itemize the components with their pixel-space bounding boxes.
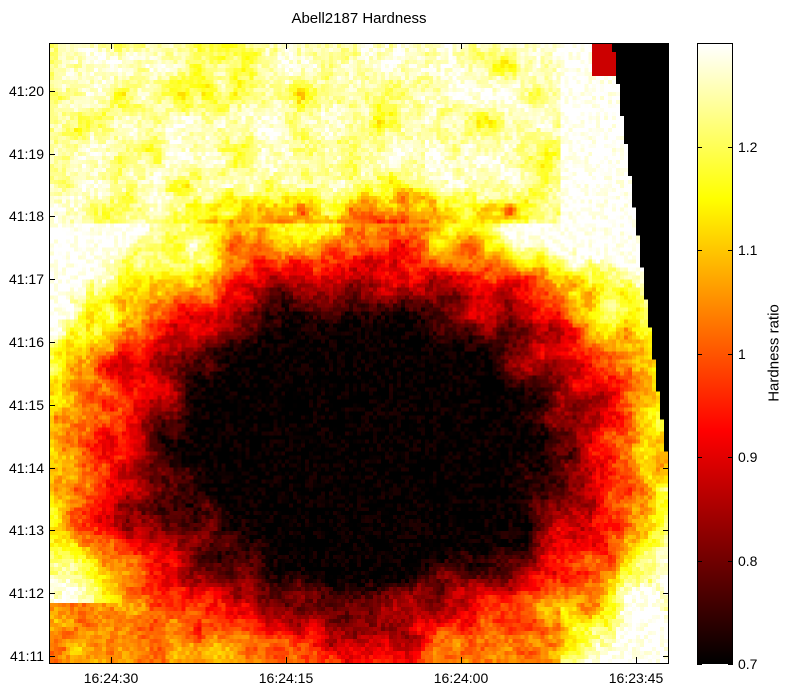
- y-tick-mark: [663, 342, 669, 343]
- colorbar-label: Hardness ratio: [765, 304, 783, 402]
- colorbar-tick-mark: [697, 353, 702, 355]
- colorbar-tick-mark: [728, 353, 733, 355]
- y-tick-mark: [663, 216, 669, 218]
- y-tick-mark: [663, 90, 669, 92]
- y-tick-label: 41:15: [8, 396, 44, 413]
- colorbar-tick-mark: [697, 250, 702, 251]
- y-tick-mark: [49, 656, 55, 657]
- y-tick-label: 41:13: [8, 522, 44, 539]
- x-tick-mark: [636, 43, 637, 49]
- x-tick-mark: [636, 657, 637, 663]
- y-tick-mark: [49, 216, 55, 218]
- y-tick-mark: [49, 342, 55, 343]
- y-tick-label: 41:12: [8, 585, 44, 602]
- colorbar-tick-mark: [697, 664, 702, 665]
- y-tick-mark: [663, 153, 669, 155]
- x-tick-mark: [461, 657, 462, 663]
- x-tick-label: 16:24:15: [258, 670, 314, 686]
- y-tick-mark: [49, 279, 55, 281]
- heatmap-plot-area: [49, 43, 669, 664]
- y-tick-mark: [663, 404, 669, 406]
- colorbar-tick-label: 0.9: [738, 449, 758, 465]
- x-tick-label: 16:24:00: [433, 670, 489, 686]
- colorbar-tick-mark: [728, 250, 733, 251]
- y-tick-mark: [49, 530, 55, 532]
- y-tick-label: 41:16: [8, 334, 44, 350]
- x-tick-mark: [461, 43, 462, 49]
- y-tick-mark: [663, 530, 669, 532]
- colorbar-tick-mark: [728, 664, 733, 665]
- colorbar-tick-label: 0.8: [738, 552, 758, 569]
- colorbar-tick-label: 0.7: [738, 656, 758, 672]
- colorbar-tick-mark: [697, 146, 702, 148]
- y-tick-mark: [663, 279, 669, 281]
- y-tick-label: 41:18: [8, 208, 44, 225]
- colorbar-tick-label: 1: [738, 345, 746, 362]
- colorbar-tick-mark: [697, 457, 702, 458]
- chart-title: Abell2187 Hardness: [291, 10, 427, 27]
- colorbar-tick-mark: [697, 560, 702, 562]
- y-tick-label: 41:20: [8, 82, 44, 99]
- y-tick-mark: [49, 467, 55, 469]
- y-tick-mark: [49, 153, 55, 155]
- x-tick-label: 16:23:45: [608, 670, 664, 686]
- y-tick-mark: [49, 90, 55, 92]
- y-tick-label: 41:19: [8, 145, 44, 162]
- y-tick-mark: [49, 593, 55, 595]
- hardness-heatmap: [50, 44, 668, 663]
- colorbar-tick-label: 1.2: [738, 138, 758, 155]
- y-tick-mark: [49, 404, 55, 406]
- x-tick-mark: [286, 43, 287, 49]
- colorbar-tick-mark: [728, 560, 733, 562]
- colorbar-tick-mark: [728, 457, 733, 458]
- y-tick-mark: [663, 593, 669, 595]
- x-tick-label: 16:24:30: [83, 670, 139, 686]
- y-tick-mark: [663, 467, 669, 469]
- x-tick-mark: [286, 657, 287, 663]
- colorbar-tick-mark: [728, 146, 733, 148]
- y-tick-label: 41:14: [8, 459, 44, 476]
- x-tick-mark: [111, 657, 112, 663]
- y-tick-label: 41:11: [10, 648, 44, 664]
- colorbar-tick-label: 1.1: [738, 242, 758, 258]
- y-tick-mark: [663, 656, 669, 657]
- y-tick-label: 41:17: [8, 271, 44, 288]
- x-tick-mark: [111, 43, 112, 49]
